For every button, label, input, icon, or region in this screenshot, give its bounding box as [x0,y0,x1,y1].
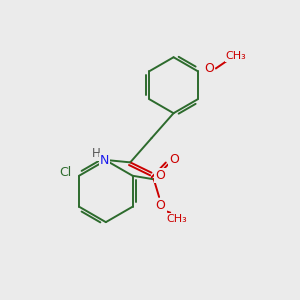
Text: N: N [100,154,109,166]
Text: H: H [92,147,101,160]
Text: CH₃: CH₃ [226,51,246,61]
Text: O: O [156,199,166,212]
Text: O: O [155,169,165,182]
Text: CH₃: CH₃ [167,214,187,224]
Text: O: O [169,153,179,166]
Text: O: O [204,62,214,75]
Text: Cl: Cl [59,166,71,179]
